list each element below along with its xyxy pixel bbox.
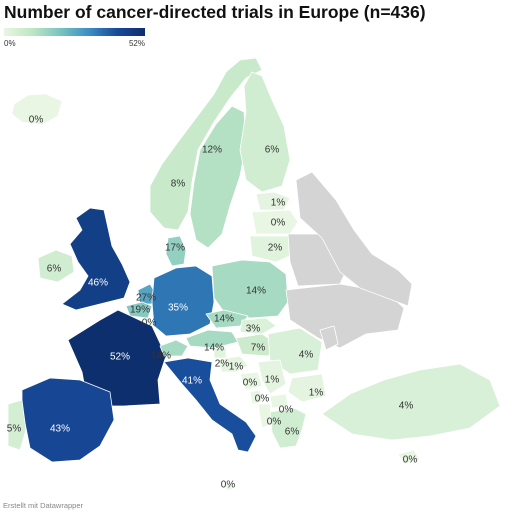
country-label-netherlands: 27% (136, 293, 156, 304)
country-ireland (37, 249, 75, 283)
country-label-greece: 6% (285, 427, 300, 438)
country-cyprus (397, 449, 421, 465)
country-label-austria: 14% (204, 343, 224, 354)
country-malta (225, 483, 233, 491)
country-label-albania: 0% (267, 417, 282, 428)
country-label-germany: 35% (168, 303, 188, 314)
color-legend: 0% 52% (4, 28, 145, 50)
country-label-estonia: 1% (271, 198, 286, 209)
country-denmark (165, 235, 187, 267)
country-label-slovenia: 2% (215, 359, 230, 370)
country-label-cyprus: 0% (403, 455, 418, 466)
country-label-romania: 4% (299, 350, 314, 361)
country-label-luxembourg: 0% (142, 318, 157, 329)
country-label-bosnia: 0% (243, 378, 258, 389)
country-label-belgium: 19% (130, 305, 150, 316)
country-label-malta: 0% (221, 480, 236, 491)
country-label-sweden: 12% (202, 145, 222, 156)
country-moldova (319, 325, 339, 351)
country-norway (149, 57, 263, 231)
country-finland (239, 71, 291, 193)
country-italy (163, 357, 257, 453)
datawrapper-credit: Erstellt mit Datawrapper (3, 501, 84, 510)
country-poland (211, 259, 289, 319)
country-montenegro (249, 389, 263, 405)
country-romania (267, 327, 323, 375)
country-label-france: 52% (110, 352, 130, 363)
country-portugal (7, 399, 27, 451)
country-label-iceland: 0% (29, 115, 44, 126)
country-north-macedonia (269, 393, 289, 409)
country-label-slovakia: 3% (246, 324, 261, 335)
country-label-ireland: 6% (47, 264, 62, 275)
country-belgium (125, 301, 153, 319)
country-label-serbia: 1% (265, 375, 280, 386)
country-croatia (217, 355, 249, 373)
country-label-turkey: 4% (399, 401, 414, 412)
country-label-croatia: 1% (229, 362, 244, 373)
country-label-north-macedonia: 0% (279, 405, 294, 416)
country-spain (21, 377, 115, 463)
legend-gradient-bar (4, 28, 145, 36)
country-russia (295, 171, 413, 307)
country-label-portugal: 5% (7, 424, 22, 435)
country-label-lithuania: 2% (268, 243, 283, 254)
country-label-hungary: 7% (251, 343, 266, 354)
legend-max-label: 52% (128, 39, 145, 48)
country-estonia (255, 191, 291, 211)
country-switzerland (159, 339, 189, 357)
country-lithuania (249, 235, 295, 263)
country-label-czechia: 14% (214, 314, 234, 325)
legend-min-label: 0% (4, 39, 16, 48)
country-label-poland: 14% (246, 286, 266, 297)
country-bosnia (239, 371, 263, 391)
country-label-norway: 8% (171, 179, 186, 190)
country-germany (151, 265, 215, 337)
country-latvia (251, 209, 299, 235)
country-label-latvia: 0% (271, 218, 286, 229)
country-label-uk: 46% (88, 278, 108, 289)
country-iceland (11, 93, 63, 126)
country-slovenia (213, 347, 227, 359)
country-label-switzerland: 14% (151, 351, 171, 362)
country-greece (269, 407, 307, 449)
country-label-montenegro: 0% (255, 394, 270, 405)
country-serbia (257, 359, 287, 395)
country-label-bulgaria: 1% (309, 388, 324, 399)
country-label-finland: 6% (265, 145, 280, 156)
country-turkey (321, 363, 501, 441)
country-label-spain: 43% (50, 424, 70, 435)
country-label-denmark: 17% (165, 243, 185, 254)
country-bulgaria (287, 373, 327, 403)
country-label-italy: 41% (182, 376, 202, 387)
chart-title: Number of cancer-directed trials in Euro… (4, 2, 426, 22)
country-slovakia (239, 317, 277, 335)
country-uk (61, 207, 131, 311)
